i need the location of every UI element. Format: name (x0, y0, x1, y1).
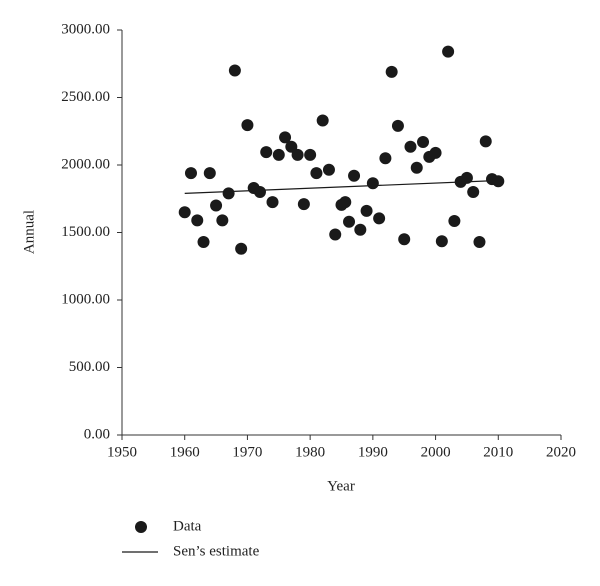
data-point (279, 131, 292, 144)
data-point (222, 187, 235, 200)
data-point (266, 196, 279, 209)
y-tick-label: 1500.00 (61, 224, 110, 240)
data-point (228, 64, 241, 77)
data-point (235, 242, 248, 255)
legend-label: Data (173, 518, 202, 534)
y-tick-label: 0.00 (84, 426, 110, 442)
data-point (348, 169, 361, 182)
data-point (448, 215, 461, 228)
data-point (354, 223, 367, 236)
data-point (329, 228, 342, 241)
data-point (429, 146, 442, 159)
data-point (373, 212, 386, 225)
data-point (398, 233, 411, 246)
data-point (473, 235, 486, 248)
y-tick-label: 3000.00 (61, 21, 110, 37)
data-point (285, 140, 298, 153)
data-point (460, 171, 473, 184)
y-tick-label: 500.00 (69, 359, 110, 375)
trend-line (184, 179, 499, 194)
x-axis-label: Year (327, 478, 355, 494)
data-point (442, 45, 455, 58)
data-point (191, 214, 204, 227)
data-point (360, 204, 373, 217)
y-tick-label: 2500.00 (61, 89, 110, 105)
data-point (385, 65, 398, 78)
data-point (435, 235, 448, 248)
data-point (184, 167, 197, 180)
data-point (339, 196, 352, 209)
x-tick-label: 2010 (483, 444, 513, 460)
data-point (203, 167, 216, 180)
x-tick-label: 2000 (421, 444, 451, 460)
data-point (379, 152, 392, 165)
data-point (410, 161, 423, 174)
x-tick-label: 2020 (546, 444, 576, 460)
legend-label: Sen’s estimate (173, 543, 260, 559)
data-point (316, 114, 329, 127)
data-point (366, 177, 379, 190)
data-point (210, 199, 223, 212)
data-point (304, 148, 317, 161)
legend-marker (135, 521, 147, 533)
data-point (297, 198, 310, 211)
data-point (197, 235, 210, 248)
data-point (467, 186, 480, 198)
data-point (253, 186, 266, 198)
data-point (343, 215, 356, 228)
x-tick-label: 1960 (170, 444, 200, 460)
x-tick-label: 1950 (107, 444, 137, 460)
data-point (322, 163, 335, 176)
data-point (391, 119, 404, 132)
data-point (417, 136, 430, 149)
y-tick-label: 2000.00 (61, 156, 110, 172)
x-tick-label: 1990 (358, 444, 388, 460)
data-point (260, 146, 273, 159)
data-point (479, 135, 492, 148)
data-point (291, 148, 304, 161)
data-point (178, 206, 191, 219)
data-point (272, 148, 285, 161)
data-point (404, 140, 417, 153)
y-tick-label: 1000.00 (61, 291, 110, 307)
x-tick-label: 1970 (232, 444, 262, 460)
data-point (241, 119, 254, 132)
y-axis-label: Annual (21, 210, 37, 254)
data-point (492, 175, 505, 188)
data-point (310, 167, 323, 180)
x-tick-label: 1980 (295, 444, 325, 460)
data-point (216, 214, 229, 227)
